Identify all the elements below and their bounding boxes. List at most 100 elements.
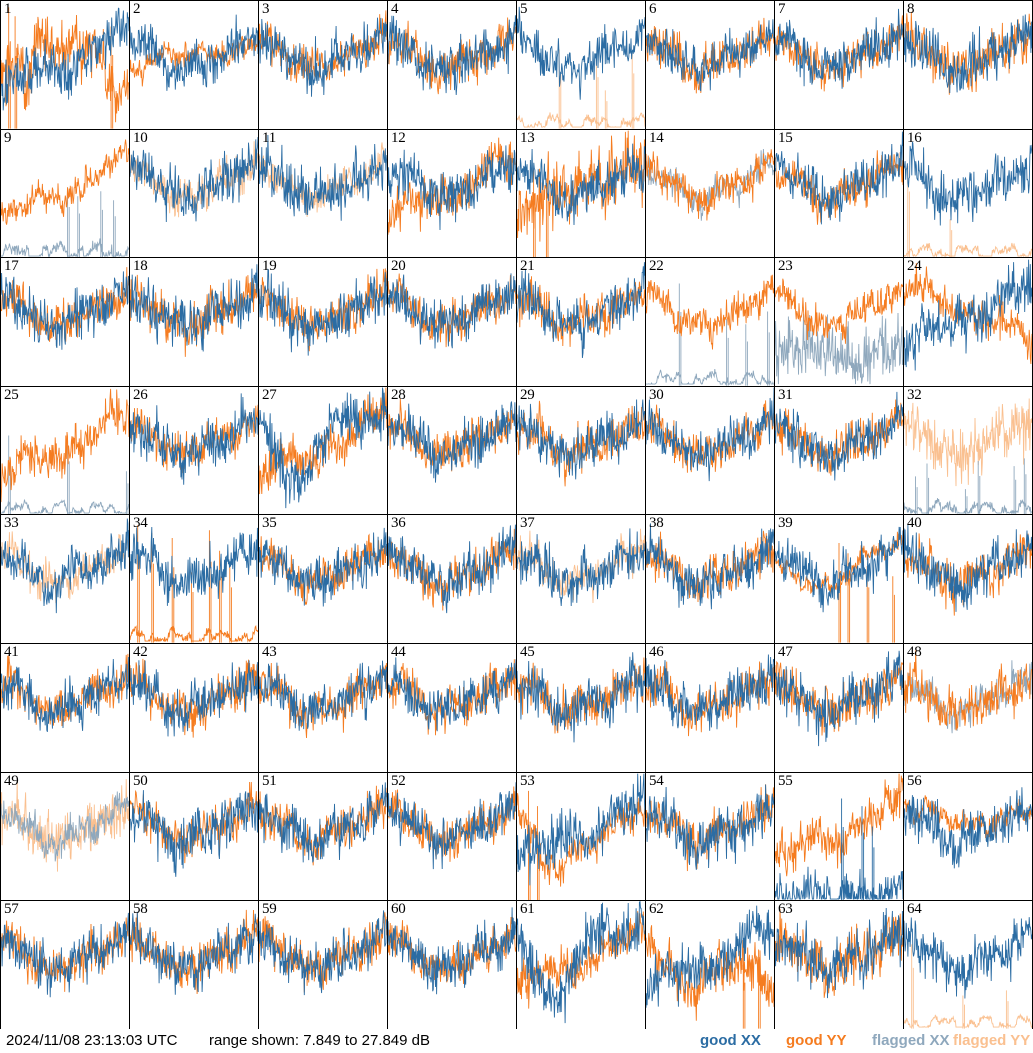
antenna-panel[interactable]: 31 (775, 386, 904, 516)
antenna-panel[interactable]: 61 (517, 901, 646, 1030)
panel-number: 2 (133, 1, 141, 17)
antenna-panel[interactable]: 25 (1, 386, 130, 516)
antenna-panel[interactable]: 55 (775, 772, 904, 902)
panel-number: 32 (907, 386, 922, 403)
antenna-panel[interactable]: 39 (775, 515, 904, 644)
antenna-panel[interactable]: 8 (904, 1, 1033, 130)
antenna-panel[interactable]: 45 (517, 643, 646, 773)
antenna-panel[interactable]: 60 (388, 901, 517, 1030)
antenna-panel[interactable]: 18 (130, 258, 259, 387)
antenna-panel[interactable]: 37 (517, 515, 646, 644)
panel-plot (904, 259, 1032, 371)
panel-number: 53 (520, 772, 535, 789)
antenna-panel[interactable]: 62 (646, 901, 775, 1030)
antenna-panel[interactable]: 14 (646, 129, 775, 259)
panel-plot (259, 387, 387, 508)
antenna-panel[interactable]: 30 (646, 386, 775, 516)
antenna-panel[interactable]: 52 (388, 772, 517, 902)
panel-plot (130, 393, 258, 485)
antenna-panel[interactable]: 36 (388, 515, 517, 644)
antenna-panel[interactable]: 6 (646, 1, 775, 130)
panel-number: 45 (520, 643, 535, 660)
series-yy (1, 388, 129, 502)
antenna-panel[interactable]: 15 (775, 129, 904, 259)
antenna-panel[interactable]: 22 (646, 258, 775, 387)
antenna-panel[interactable]: 5 (517, 1, 646, 130)
legend-good-yy: good YY (786, 1032, 847, 1049)
antenna-panel[interactable]: 48 (904, 643, 1033, 773)
antenna-panel[interactable]: 57 (1, 901, 130, 1030)
panel-plot (775, 650, 903, 747)
antenna-panel[interactable]: 44 (388, 643, 517, 773)
antenna-panel[interactable]: 21 (517, 258, 646, 387)
antenna-panel[interactable]: 11 (259, 129, 388, 259)
antenna-panel[interactable]: 50 (130, 772, 259, 902)
antenna-panel[interactable]: 26 (130, 386, 259, 516)
antenna-panel[interactable]: 4 (388, 1, 517, 130)
panel-plot (775, 278, 903, 385)
antenna-panel[interactable]: 47 (775, 643, 904, 773)
antenna-panel[interactable]: 12 (388, 129, 517, 259)
panel-number: 22 (649, 258, 664, 275)
antenna-panel[interactable]: 63 (775, 901, 904, 1030)
panel-number: 37 (520, 515, 535, 532)
antenna-panel[interactable]: 10 (130, 129, 259, 259)
panel-number: 24 (907, 258, 922, 275)
antenna-panel[interactable]: 16 (904, 129, 1033, 259)
antenna-panel[interactable]: 51 (259, 772, 388, 902)
series-xx (517, 528, 645, 607)
antenna-panel[interactable]: 38 (646, 515, 775, 644)
antenna-panel[interactable]: 1 (1, 1, 130, 130)
panel-number: 18 (133, 258, 148, 275)
antenna-panel[interactable]: 19 (259, 258, 388, 387)
antenna-panel[interactable]: 41 (1, 643, 130, 773)
antenna-panel[interactable]: 24 (904, 258, 1033, 387)
panel-number: 36 (391, 515, 406, 532)
antenna-panel[interactable]: 28 (388, 386, 517, 516)
panel-number: 60 (391, 901, 406, 918)
antenna-panel[interactable]: 34 (130, 515, 259, 644)
antenna-panel[interactable]: 29 (517, 386, 646, 516)
panel-plot (1, 653, 129, 732)
antenna-panel[interactable]: 40 (904, 515, 1033, 644)
antenna-panel[interactable]: 27 (259, 386, 388, 516)
panel-number: 30 (649, 386, 664, 403)
panel-plot (1, 518, 129, 614)
panel-plot (775, 773, 903, 901)
antenna-panel[interactable]: 43 (259, 643, 388, 773)
antenna-panel[interactable]: 49 (1, 772, 130, 902)
antenna-panel[interactable]: 54 (646, 772, 775, 902)
antenna-panel[interactable]: 9 (1, 129, 130, 259)
series-xx (517, 6, 645, 100)
antenna-panel[interactable]: 17 (1, 258, 130, 387)
panel-plot (517, 262, 645, 359)
antenna-panel[interactable]: 33 (1, 515, 130, 644)
series-xx (646, 654, 774, 731)
antenna-panel[interactable]: 35 (259, 515, 388, 644)
series-xx (1, 791, 129, 862)
antenna-panel[interactable]: 7 (775, 1, 904, 130)
series-xx (259, 910, 387, 996)
panel-number: 5 (520, 1, 528, 17)
antenna-panel[interactable]: 13 (517, 129, 646, 259)
panel-number: 64 (907, 901, 922, 918)
antenna-panel[interactable]: 20 (388, 258, 517, 387)
legend-flagged-xx: flagged XX (872, 1032, 950, 1049)
antenna-panel[interactable]: 2 (130, 1, 259, 130)
antenna-panel[interactable]: 59 (259, 901, 388, 1030)
antenna-panel[interactable]: 46 (646, 643, 775, 773)
panel-plot (259, 134, 387, 221)
series-xx (130, 14, 258, 91)
antenna-panel[interactable]: 64 (904, 901, 1033, 1030)
series-xx (259, 387, 387, 508)
antenna-panel[interactable]: 32 (904, 386, 1033, 516)
panel-plot (388, 907, 516, 995)
antenna-panel[interactable]: 58 (130, 901, 259, 1030)
antenna-panel[interactable]: 53 (517, 772, 646, 902)
antenna-panel[interactable]: 56 (904, 772, 1033, 902)
antenna-panel[interactable]: 23 (775, 258, 904, 387)
antenna-panel[interactable]: 3 (259, 1, 388, 130)
series-xx (388, 273, 516, 349)
antenna-panel[interactable]: 42 (130, 643, 259, 773)
panel-plot (130, 136, 258, 222)
